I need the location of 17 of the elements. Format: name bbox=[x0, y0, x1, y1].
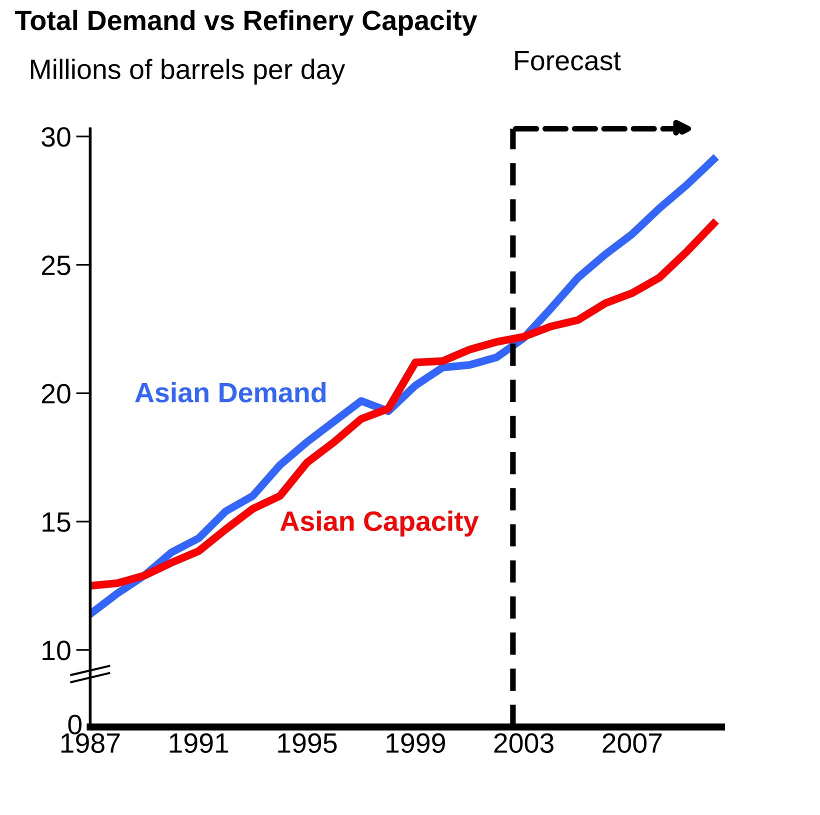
y-tick-label: 30 bbox=[42, 127, 70, 147]
series-label: Asian Capacity bbox=[280, 510, 479, 537]
x-tick-label: 1995 bbox=[278, 733, 337, 753]
ref-line-label: Forecast bbox=[515, 51, 621, 70]
x-tick-label: 1999 bbox=[386, 733, 445, 753]
x-tick-label: 1991 bbox=[170, 733, 228, 753]
x-tick-label: 1987 bbox=[61, 733, 120, 753]
chart-title: Total Demand vs Refinery Capacity bbox=[15, 10, 478, 36]
y-tick-label: 20 bbox=[42, 384, 70, 404]
x-tick-label: 2007 bbox=[602, 733, 662, 753]
text: 0 bbox=[68, 714, 82, 734]
y-tick-label: 25 bbox=[42, 256, 70, 276]
x-tick-label: 2003 bbox=[494, 733, 554, 753]
y-tick-label: 15 bbox=[42, 512, 70, 532]
y-tick-label: 10 bbox=[42, 640, 70, 660]
y-axis-title: Millions of barrels per day bbox=[30, 58, 346, 85]
series-label: Asian Demand bbox=[135, 382, 326, 402]
